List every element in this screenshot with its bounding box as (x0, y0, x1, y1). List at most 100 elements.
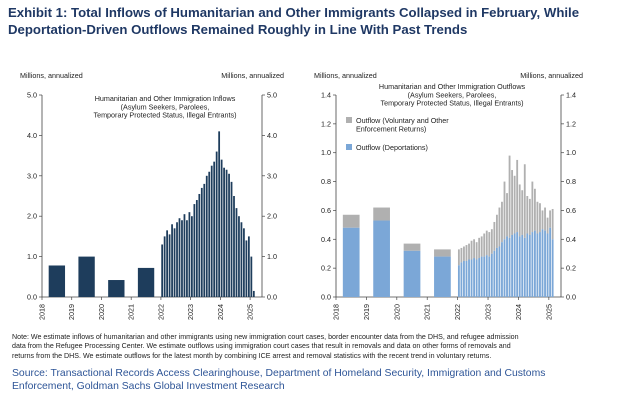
outflow-monthly-voluntary-bar (536, 201, 539, 234)
inflow-monthly-bar (220, 159, 223, 297)
inflow-monthly-bar (181, 220, 183, 297)
outflow-monthly-deport-bar (513, 233, 516, 297)
outflow-monthly-deport-bar (546, 233, 549, 297)
inflow-monthly-bar (161, 244, 164, 297)
inflow-ytick-right-label: 0.0 (267, 293, 277, 302)
inflow-xtick-label: 2025 (246, 304, 255, 320)
inflow-monthly-bar (230, 181, 233, 297)
outflow-monthly-deport-bar (533, 230, 536, 297)
inflow-monthly-bar (245, 240, 248, 297)
inflow-ytick-left-label: 3.0 (27, 171, 37, 180)
outflow-ytick-left-label: 0.4 (321, 235, 331, 244)
outflow-monthly-deport-bar (508, 237, 511, 297)
inflow-ytick-right-label: 2.0 (267, 212, 277, 221)
inflow-xtick-label: 2018 (38, 304, 47, 320)
inflow-xtick-label: 2024 (216, 304, 225, 320)
outflow-chart-title-line: Humanitarian and Other Immigration Outfl… (379, 82, 526, 91)
outflow-monthly-voluntary-bar (490, 229, 493, 254)
inflow-ytick-right-label: 5.0 (267, 91, 277, 100)
inflow-monthly-bar (250, 256, 253, 297)
outflow-monthly-voluntary-bar (501, 201, 503, 243)
outflow-monthly-voluntary-bar (478, 237, 481, 259)
outflow-monthly-voluntary-bar (551, 208, 554, 240)
outflow-monthly-voluntary-bar (523, 164, 526, 238)
inflow-xtick-label: 2023 (186, 304, 195, 320)
inflow-monthly-bar (183, 214, 186, 297)
inflow-ytick-right-label: 3.0 (267, 171, 277, 180)
source-line-2: Enforcement, Goldman Sachs Global Invest… (12, 381, 285, 392)
legend-voluntary-label: Outflow (Voluntary and Other (356, 116, 449, 125)
outflow-monthly-voluntary-bar (511, 170, 514, 235)
inflow-monthly-bar (205, 175, 208, 297)
inflow-ytick-right-label: 1.0 (267, 252, 277, 261)
footnote-line-2: data from the Refugee Processing Center.… (12, 342, 511, 351)
outflow-monthly-voluntary-bar (485, 230, 488, 256)
outflow-monthly-voluntary-bar (549, 210, 552, 228)
outflow-annual-voluntary-bar (342, 214, 360, 228)
inflow-monthly-bar (233, 196, 235, 297)
inflow-xtick-label: 2022 (156, 304, 165, 320)
outflow-monthly-voluntary-bar (539, 203, 541, 233)
outflow-unit-left: Millions, annualized (314, 71, 377, 80)
outflow-monthly-voluntary-bar (475, 242, 478, 260)
outflow-xtick-label: 2024 (514, 304, 523, 320)
outflow-monthly-deport-bar (460, 262, 463, 297)
inflow-chart-title-line: Humanitarian and Other Immigration Inflo… (95, 94, 236, 103)
source-line-1: Source: Transactional Records Access Cle… (12, 368, 546, 379)
inflow-monthly-bar (168, 234, 171, 297)
exhibit-title-line-1: Exhibit 1: Total Inflows of Humanitarian… (8, 5, 580, 20)
outflow-monthly-voluntary-bar (468, 243, 470, 260)
footnote-line-3: returns from the DHS. We estimate outflo… (12, 351, 492, 360)
inflow-monthly-bar (210, 165, 213, 297)
outflow-xtick-label: 2022 (453, 304, 462, 320)
outflow-xtick-label: 2025 (544, 304, 553, 320)
inflow-monthly-bar (188, 212, 191, 297)
inflow-xtick-label: 2019 (67, 304, 76, 320)
inflow-ytick-left-label: 5.0 (27, 91, 37, 100)
outflow-ytick-right-label: 1.4 (566, 91, 576, 100)
inflow-xtick-label: 2020 (97, 304, 106, 320)
inflow-monthly-bar (173, 228, 176, 297)
inflow-chart-title-line: Temporary Protected Status, Illegal Entr… (93, 111, 236, 120)
outflow-monthly-deport-bar (544, 230, 546, 297)
outflow-monthly-deport-bar (490, 253, 493, 297)
outflow-monthly-voluntary-bar (541, 210, 544, 230)
inflow-ytick-left-label: 2.0 (27, 212, 37, 221)
outflow-monthly-deport-bar (475, 259, 478, 297)
inflow-monthly-bar (235, 208, 238, 297)
outflow-annual-deport-bar (434, 256, 451, 297)
outflow-monthly-deport-bar (488, 256, 491, 297)
outflow-monthly-deport-bar (498, 246, 501, 297)
outflow-ytick-left-label: 0.8 (321, 177, 331, 186)
outflow-monthly-deport-bar (483, 256, 486, 297)
inflow-monthly-bar (178, 218, 181, 297)
outflow-monthly-voluntary-bar (470, 240, 473, 260)
outflow-annual-voluntary-bar (373, 207, 390, 221)
inflow-annual-bar (48, 265, 66, 297)
outflow-ytick-right-label: 0.0 (566, 293, 576, 302)
legend-deport-label: Outflow (Deportations) (356, 143, 428, 152)
inflow-ytick-left-label: 4.0 (27, 131, 37, 140)
outflow-monthly-voluntary-bar (516, 159, 519, 233)
outflow-monthly-deport-bar (549, 227, 552, 297)
outflow-monthly-voluntary-bar (513, 175, 516, 234)
inflow-monthly-bar (200, 187, 203, 297)
outflow-xtick-label: 2020 (392, 304, 401, 320)
inflow-ytick-right-label: 4.0 (267, 131, 277, 140)
outflow-ytick-right-label: 1.2 (566, 119, 576, 128)
inflow-monthly-bar (218, 131, 221, 297)
inflow-ytick-left-label: 0.0 (27, 293, 37, 302)
outflow-ytick-right-label: 0.2 (566, 264, 576, 273)
source-note: Source: Transactional Records Access Cle… (12, 367, 612, 393)
outflow-monthly-voluntary-bar (506, 193, 508, 237)
inflow-monthly-bar (176, 222, 178, 297)
outflow-ytick-left-label: 1.2 (321, 119, 331, 128)
outflow-xtick-label: 2019 (362, 304, 371, 320)
outflow-monthly-voluntary-bar (488, 232, 491, 257)
outflow-annual-deport-bar (373, 220, 390, 297)
inflow-monthly-bar (198, 193, 201, 297)
outflow-monthly-voluntary-bar (544, 207, 546, 231)
exhibit-title-line-2: Deportation-Driven Outflows Remained Rou… (8, 22, 468, 37)
